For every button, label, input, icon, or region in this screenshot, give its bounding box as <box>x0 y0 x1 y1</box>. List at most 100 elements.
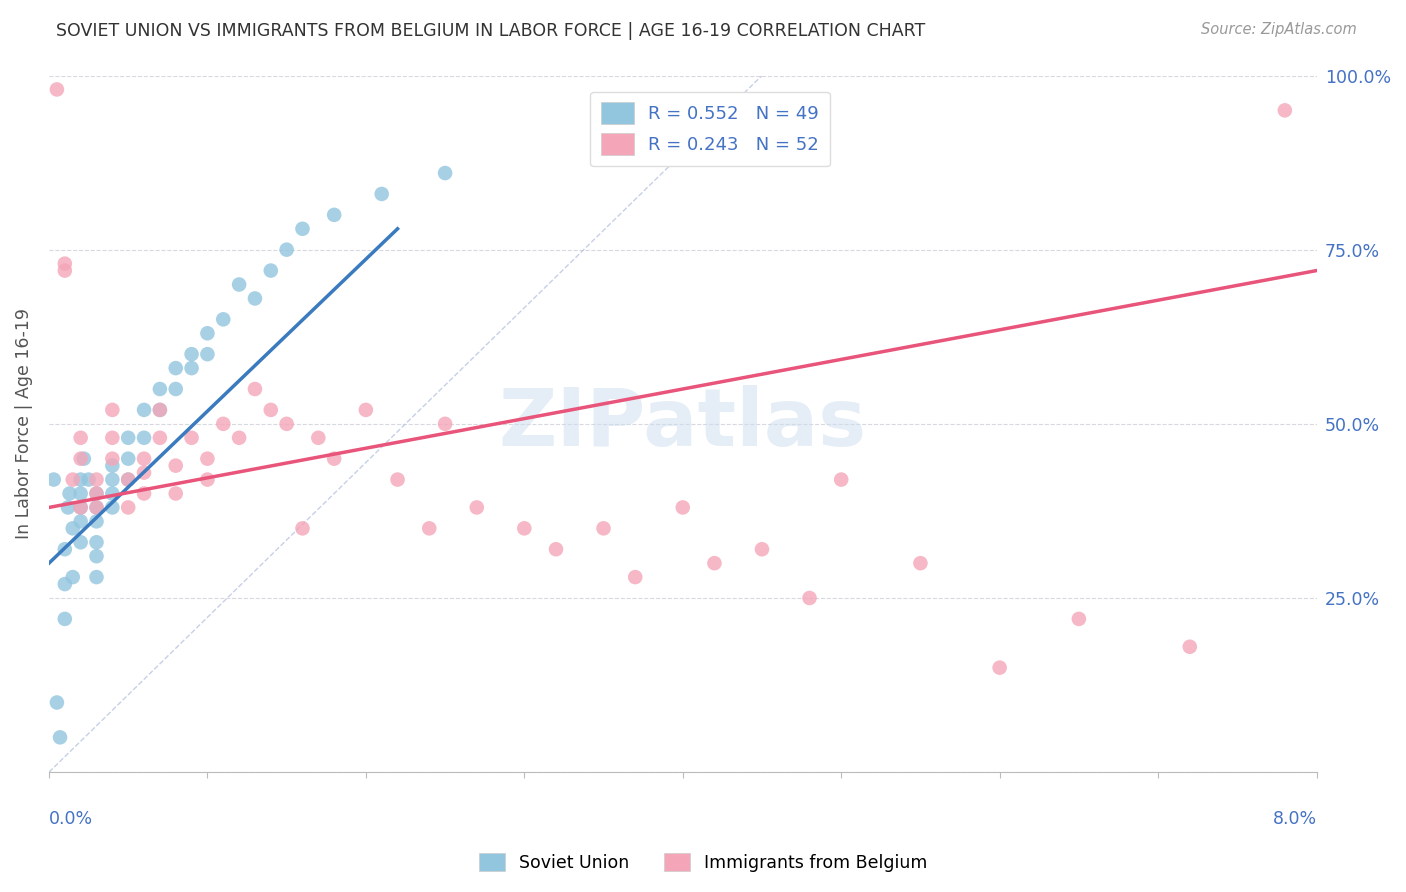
Point <box>197 347 219 361</box>
Point <box>101 486 124 500</box>
Point <box>988 661 1011 675</box>
Point <box>1178 640 1201 654</box>
Point <box>86 570 108 584</box>
Point <box>101 473 124 487</box>
Point <box>69 473 91 487</box>
Point <box>165 458 187 473</box>
Text: Source: ZipAtlas.com: Source: ZipAtlas.com <box>1201 22 1357 37</box>
Point <box>354 403 377 417</box>
Point <box>180 361 202 376</box>
Point <box>132 451 155 466</box>
Point <box>260 263 283 277</box>
Point <box>751 542 773 557</box>
Legend: R = 0.552   N = 49, R = 0.243   N = 52: R = 0.552 N = 49, R = 0.243 N = 52 <box>591 92 830 166</box>
Point <box>132 403 155 417</box>
Point <box>465 500 488 515</box>
Point <box>323 208 346 222</box>
Point <box>672 500 695 515</box>
Point <box>53 577 76 591</box>
Point <box>180 431 202 445</box>
Point <box>69 500 91 515</box>
Point <box>910 556 932 570</box>
Point <box>624 570 647 584</box>
Point <box>387 473 409 487</box>
Point <box>132 431 155 445</box>
Point <box>58 486 80 500</box>
Point <box>117 500 139 515</box>
Y-axis label: In Labor Force | Age 16-19: In Labor Force | Age 16-19 <box>15 309 32 540</box>
Point <box>132 466 155 480</box>
Point <box>197 326 219 341</box>
Point <box>197 473 219 487</box>
Point <box>86 500 108 515</box>
Point <box>53 257 76 271</box>
Point <box>243 382 266 396</box>
Text: 8.0%: 8.0% <box>1272 811 1316 829</box>
Point <box>228 277 250 292</box>
Point <box>86 486 108 500</box>
Text: ZIPatlas: ZIPatlas <box>499 384 868 463</box>
Point <box>86 473 108 487</box>
Point <box>62 473 84 487</box>
Point <box>799 591 821 605</box>
Point <box>165 486 187 500</box>
Point <box>1067 612 1090 626</box>
Point <box>165 361 187 376</box>
Point <box>62 570 84 584</box>
Point <box>830 473 852 487</box>
Point <box>276 417 298 431</box>
Point <box>165 382 187 396</box>
Point <box>56 500 79 515</box>
Point <box>86 514 108 528</box>
Point <box>149 382 172 396</box>
Point <box>370 186 392 201</box>
Point <box>101 451 124 466</box>
Point <box>117 473 139 487</box>
Point <box>513 521 536 535</box>
Point <box>69 486 91 500</box>
Point <box>276 243 298 257</box>
Point <box>45 82 67 96</box>
Point <box>69 431 91 445</box>
Point <box>212 417 235 431</box>
Point <box>149 431 172 445</box>
Point <box>180 347 202 361</box>
Point <box>73 451 96 466</box>
Point <box>117 451 139 466</box>
Point <box>101 500 124 515</box>
Text: SOVIET UNION VS IMMIGRANTS FROM BELGIUM IN LABOR FORCE | AGE 16-19 CORRELATION C: SOVIET UNION VS IMMIGRANTS FROM BELGIUM … <box>56 22 925 40</box>
Point <box>53 263 76 277</box>
Point <box>434 166 457 180</box>
Point <box>101 431 124 445</box>
Point <box>197 451 219 466</box>
Legend: Soviet Union, Immigrants from Belgium: Soviet Union, Immigrants from Belgium <box>472 847 934 879</box>
Point <box>86 486 108 500</box>
Point <box>69 514 91 528</box>
Point <box>101 403 124 417</box>
Point <box>323 451 346 466</box>
Point <box>53 542 76 557</box>
Point <box>228 431 250 445</box>
Point <box>434 417 457 431</box>
Point <box>77 473 100 487</box>
Point <box>544 542 567 557</box>
Point <box>101 458 124 473</box>
Point <box>212 312 235 326</box>
Point <box>132 486 155 500</box>
Point <box>703 556 725 570</box>
Point <box>117 431 139 445</box>
Point <box>69 500 91 515</box>
Point <box>69 535 91 549</box>
Point <box>86 549 108 564</box>
Point <box>243 292 266 306</box>
Text: 0.0%: 0.0% <box>49 811 93 829</box>
Point <box>1274 103 1296 118</box>
Point <box>86 535 108 549</box>
Point <box>86 500 108 515</box>
Point <box>42 473 65 487</box>
Point <box>49 731 72 745</box>
Point <box>117 473 139 487</box>
Point <box>307 431 329 445</box>
Point <box>592 521 614 535</box>
Point <box>418 521 440 535</box>
